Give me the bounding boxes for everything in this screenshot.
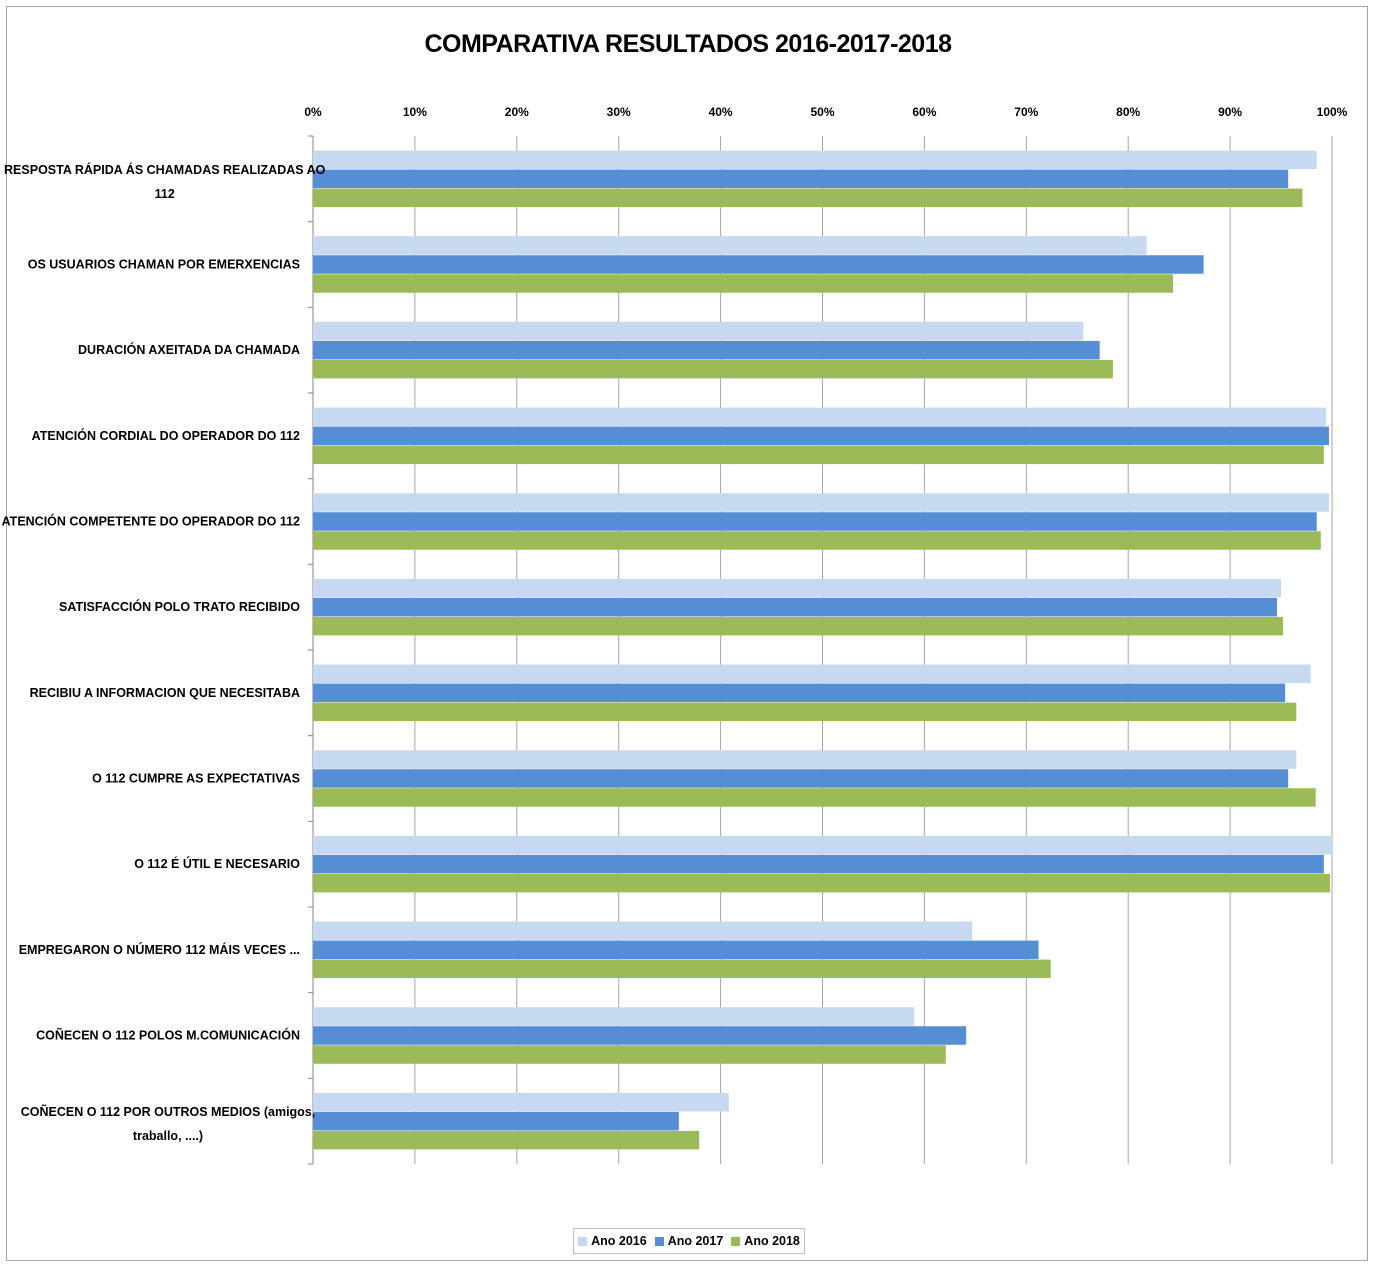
bar [313, 683, 1286, 703]
category-label: traballo, ....) [133, 1129, 203, 1143]
x-tick-label: 70% [1014, 105, 1038, 119]
bar [313, 769, 1289, 788]
bar [313, 426, 1329, 446]
bar [313, 407, 1326, 427]
category-label: O 112 CUMPRE AS EXPECTATIVAS [92, 772, 300, 786]
x-tick-label: 60% [912, 105, 936, 119]
legend-item-2018: Ano 2018 [731, 1234, 800, 1248]
bar [313, 959, 1051, 979]
legend-item-2017: Ano 2017 [654, 1234, 724, 1248]
bar [313, 702, 1297, 722]
bar [313, 1007, 915, 1026]
legend-label-2018: Ano 2018 [744, 1234, 800, 1248]
category-label: ATENCIÓN COMPETENTE DO OPERADOR DO 112 [2, 514, 300, 529]
x-tick-label: 50% [810, 105, 834, 119]
bar [313, 835, 1332, 855]
bar [313, 578, 1282, 598]
bar [313, 597, 1277, 617]
bar [313, 493, 1329, 512]
x-tick-label: 20% [505, 105, 529, 119]
bar [313, 445, 1324, 465]
bar [313, 921, 973, 941]
category-label: O 112 É ÚTIL E NECESARIO [134, 856, 300, 871]
x-tick-label: 90% [1218, 105, 1242, 119]
chart-legend: Ano 2016 Ano 2017 Ano 2018 [573, 1228, 805, 1254]
bar [313, 255, 1204, 274]
legend-swatch-2017 [654, 1236, 664, 1246]
category-label: DURACIÓN AXEITADA DA CHAMADA [78, 342, 300, 357]
x-tick-label: 30% [607, 105, 631, 119]
category-label: ATENCIÓN CORDIAL DO OPERADOR DO 112 [32, 428, 300, 443]
x-tick-label: 100% [1317, 105, 1348, 119]
legend-label-2017: Ano 2017 [667, 1234, 724, 1248]
bar [313, 873, 1330, 893]
bar [313, 236, 1147, 255]
bar [313, 1045, 946, 1064]
category-label: SATISFACCIÓN POLO TRATO RECIBIDO [59, 599, 300, 614]
bar [313, 340, 1100, 360]
bar [313, 750, 1297, 769]
bar [313, 1111, 679, 1131]
bar [313, 512, 1317, 531]
bar [313, 664, 1311, 684]
category-label: COÑECEN O 112 POLOS M.COMUNICACIÓN [36, 1028, 300, 1043]
category-label: OS USUARIOS CHAMAN POR EMERXENCIAS [28, 258, 300, 272]
legend-swatch-2016 [578, 1236, 588, 1246]
bar [313, 1092, 729, 1112]
bar [313, 854, 1324, 874]
category-label: RESPOSTA RÁPIDA ÁS CHAMADAS REALIZADAS A… [4, 162, 326, 177]
x-tick-label: 80% [1116, 105, 1140, 119]
bar [313, 1130, 700, 1150]
bar [313, 359, 1113, 379]
x-tick-label: 40% [709, 105, 733, 119]
bar [313, 150, 1317, 170]
bar [313, 1026, 967, 1045]
category-label: COÑECEN O 112 POR OUTROS MEDIOS (amigos, [21, 1104, 316, 1119]
bar [313, 169, 1289, 189]
bar [313, 321, 1084, 341]
legend-item-2016: Ano 2016 [578, 1234, 647, 1248]
chart-title: COMPARATIVA RESULTADOS 2016-2017-2018 [424, 30, 952, 58]
bar [313, 274, 1174, 293]
legend-swatch-2018 [731, 1236, 741, 1246]
x-tick-label: 10% [403, 105, 427, 119]
legend-label-2016: Ano 2016 [591, 1234, 647, 1248]
x-tick-label: 0% [304, 105, 322, 119]
bar [313, 788, 1316, 807]
category-label: 112 [155, 187, 175, 201]
category-label: EMPREGARON O NÚMERO 112 MÁIS VECES ... [19, 942, 300, 957]
bar [313, 616, 1284, 636]
bar [313, 188, 1303, 208]
bar [313, 531, 1321, 550]
bar [313, 940, 1039, 960]
category-label: RECIBIU A INFORMACION QUE NECESITABA [30, 686, 300, 700]
